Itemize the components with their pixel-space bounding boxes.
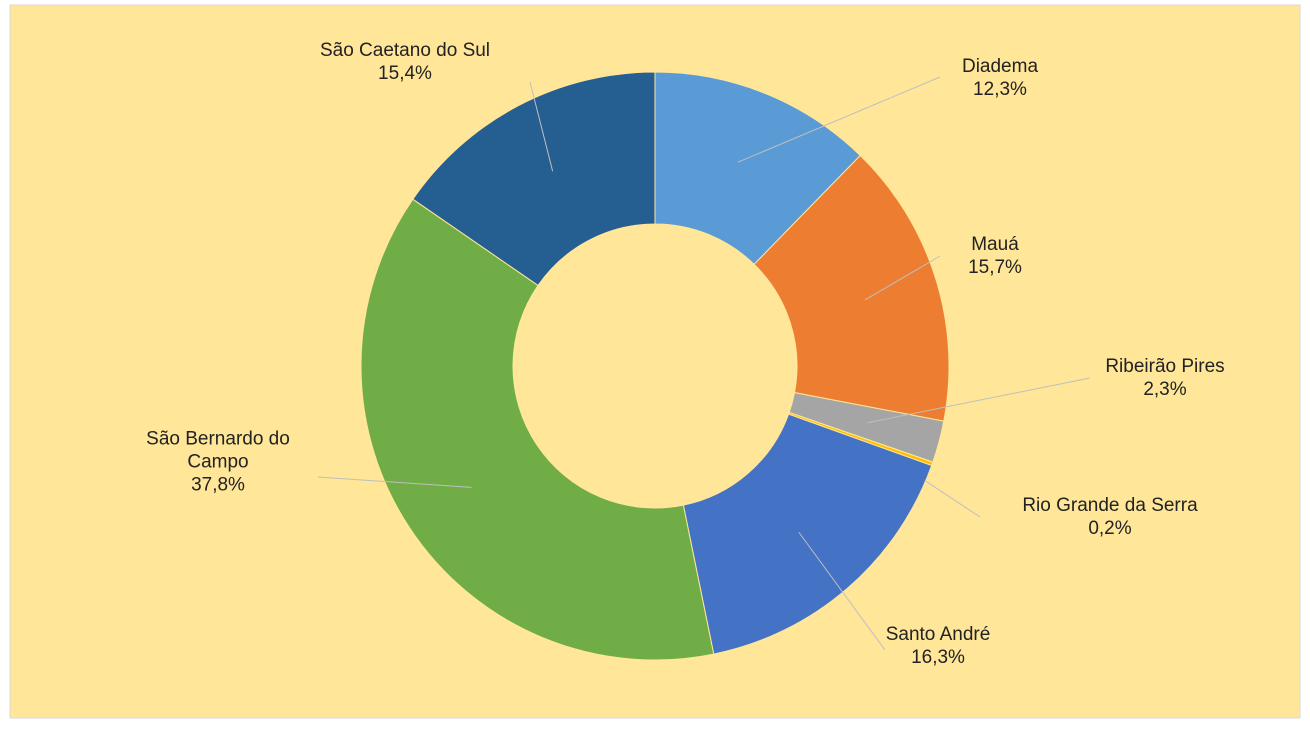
value-label: 15,4% (378, 63, 432, 84)
category-label: Mauá (971, 234, 1019, 255)
category-label: São Caetano do Sul (319, 40, 491, 61)
donut-slice (682, 413, 933, 655)
value-label: 16,3% (911, 647, 965, 668)
category-label: Ribeirão Pires (1105, 356, 1225, 377)
data-label: Santo André 16,3% (886, 623, 991, 669)
donut-slice (360, 198, 715, 661)
value-label: 37,8% (191, 474, 245, 496)
donut-slice (753, 154, 950, 422)
leader-line (867, 377, 1091, 424)
value-label: 0,2% (1088, 518, 1132, 539)
data-label: São Bernardo do Campo 37,8% (118, 428, 318, 497)
category-label: Rio Grande da Serra (1022, 495, 1198, 516)
value-label: 15,7% (968, 257, 1022, 278)
leader-line (798, 532, 886, 651)
data-label: Ribeirão Pires 2,3% (1105, 355, 1224, 401)
leader-line (317, 476, 472, 488)
data-label: Diadema 12,3% (962, 55, 1038, 101)
value-label: 2,3% (1143, 379, 1187, 400)
donut-slice (412, 71, 656, 287)
value-label: 12,3% (973, 79, 1027, 100)
leader-line (529, 81, 554, 172)
category-label: Santo André (885, 624, 991, 645)
data-label: São Caetano do Sul 15,4% (320, 39, 490, 85)
data-label: Mauá 15,7% (968, 233, 1022, 279)
category-label: Diadema (961, 56, 1039, 77)
data-label: Rio Grande da Serra 0,2% (1022, 494, 1197, 540)
leader-line (864, 255, 941, 301)
leader-line (737, 76, 941, 163)
category-label: São Bernardo do Campo (146, 428, 290, 473)
